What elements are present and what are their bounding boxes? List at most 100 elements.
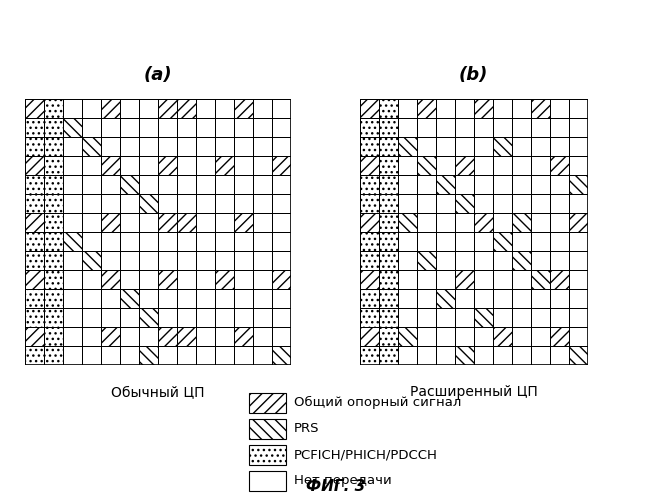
Bar — [82, 232, 101, 251]
Bar — [120, 251, 139, 270]
Bar — [272, 213, 291, 232]
Bar — [530, 137, 550, 156]
Bar — [569, 99, 587, 118]
Bar — [550, 213, 569, 232]
Bar — [25, 232, 44, 251]
Bar — [454, 308, 474, 327]
Bar — [82, 270, 101, 289]
Bar — [435, 194, 454, 213]
Bar — [474, 99, 493, 118]
Bar — [249, 444, 286, 464]
Bar — [530, 118, 550, 137]
Bar — [474, 118, 493, 137]
Bar — [25, 213, 44, 232]
Bar — [253, 137, 272, 156]
Bar — [550, 327, 569, 346]
Bar — [417, 118, 435, 137]
Bar — [474, 194, 493, 213]
Bar — [435, 175, 454, 194]
Bar — [82, 251, 101, 270]
Bar — [101, 175, 120, 194]
Bar — [158, 175, 177, 194]
Bar — [196, 194, 215, 213]
Bar — [177, 156, 196, 175]
Bar — [550, 346, 569, 365]
Bar — [511, 289, 530, 308]
Bar — [272, 99, 291, 118]
Bar — [511, 99, 530, 118]
Bar — [398, 194, 417, 213]
Bar — [196, 137, 215, 156]
Bar — [511, 175, 530, 194]
Text: PRS: PRS — [294, 422, 319, 435]
Bar — [454, 251, 474, 270]
Bar — [249, 470, 286, 490]
Bar — [196, 327, 215, 346]
Bar — [82, 137, 101, 156]
Bar — [435, 327, 454, 346]
Bar — [417, 232, 435, 251]
Bar — [272, 327, 291, 346]
Bar — [360, 289, 378, 308]
Bar — [120, 118, 139, 137]
Bar — [215, 118, 234, 137]
Bar — [234, 327, 253, 346]
Bar — [253, 156, 272, 175]
Bar — [474, 175, 493, 194]
Bar — [378, 175, 398, 194]
Bar — [378, 118, 398, 137]
Bar — [474, 137, 493, 156]
Bar — [530, 289, 550, 308]
Bar — [550, 175, 569, 194]
Bar — [215, 232, 234, 251]
Bar — [378, 346, 398, 365]
Bar — [101, 118, 120, 137]
Bar — [25, 194, 44, 213]
Bar — [139, 213, 158, 232]
Bar — [25, 137, 44, 156]
Bar — [234, 232, 253, 251]
Bar — [44, 308, 63, 327]
Bar — [511, 194, 530, 213]
Bar — [360, 137, 378, 156]
Bar — [417, 194, 435, 213]
Bar — [215, 251, 234, 270]
Bar — [398, 213, 417, 232]
Bar — [139, 232, 158, 251]
Bar — [435, 213, 454, 232]
Bar — [454, 213, 474, 232]
Bar — [417, 137, 435, 156]
Bar — [158, 289, 177, 308]
Bar — [417, 213, 435, 232]
Bar — [234, 194, 253, 213]
Bar — [215, 99, 234, 118]
Bar — [378, 213, 398, 232]
Bar — [253, 270, 272, 289]
Bar — [215, 346, 234, 365]
Bar — [511, 118, 530, 137]
Bar — [569, 118, 587, 137]
Bar — [101, 213, 120, 232]
Bar — [454, 327, 474, 346]
Bar — [417, 156, 435, 175]
Bar — [139, 175, 158, 194]
Bar — [272, 289, 291, 308]
Bar — [493, 118, 511, 137]
Bar — [550, 251, 569, 270]
Bar — [550, 99, 569, 118]
Bar — [234, 175, 253, 194]
Bar — [511, 251, 530, 270]
Bar — [25, 251, 44, 270]
Bar — [493, 251, 511, 270]
Bar — [550, 289, 569, 308]
Bar — [378, 232, 398, 251]
Bar — [177, 118, 196, 137]
Bar — [550, 156, 569, 175]
Bar — [120, 327, 139, 346]
Bar — [234, 308, 253, 327]
Bar — [398, 232, 417, 251]
Bar — [493, 270, 511, 289]
Bar — [454, 118, 474, 137]
Bar — [196, 213, 215, 232]
Bar — [360, 251, 378, 270]
